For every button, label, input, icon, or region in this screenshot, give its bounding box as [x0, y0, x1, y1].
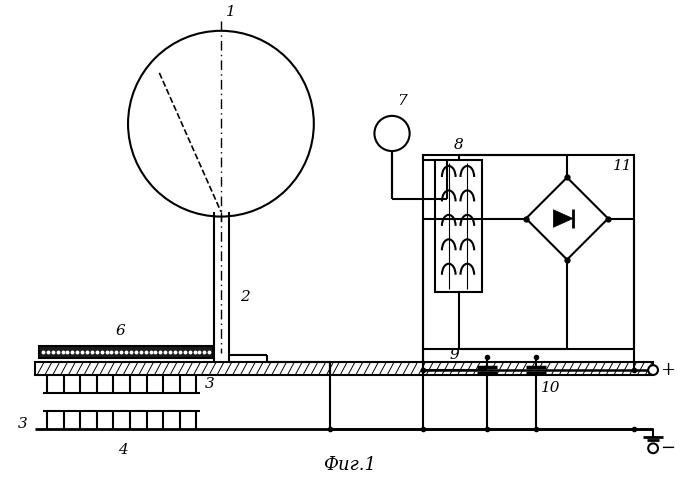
Text: 2: 2: [240, 290, 250, 304]
Text: 3: 3: [17, 417, 27, 431]
Text: 3: 3: [206, 377, 215, 391]
Text: 11: 11: [613, 158, 633, 173]
Text: 4: 4: [118, 443, 128, 457]
Text: 10: 10: [540, 380, 560, 395]
Text: 7: 7: [397, 94, 407, 108]
Bar: [331, 362, 653, 375]
Circle shape: [648, 365, 658, 375]
Text: 9: 9: [449, 349, 459, 363]
Circle shape: [648, 443, 658, 453]
Text: −: −: [660, 439, 675, 457]
Bar: [39, 346, 213, 359]
Text: 6: 6: [115, 324, 125, 338]
Text: 1: 1: [226, 5, 236, 19]
Bar: [35, 362, 331, 375]
Bar: [424, 155, 633, 349]
Polygon shape: [554, 210, 573, 227]
Text: 8: 8: [454, 138, 463, 152]
Text: +: +: [660, 361, 675, 379]
Text: Фиг.1: Фиг.1: [324, 456, 377, 474]
Bar: [435, 160, 482, 292]
